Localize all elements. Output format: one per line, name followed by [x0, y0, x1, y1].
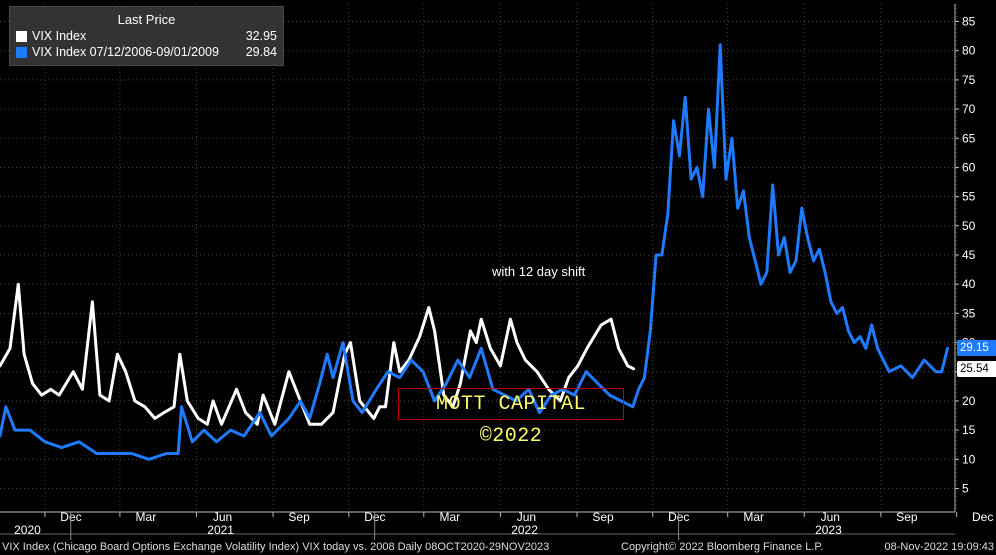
y-tick-label: 20: [962, 394, 976, 408]
footer-copyright: Copyright© 2022 Bloomberg Finance L.P.: [621, 541, 824, 553]
x-tick-label: Jun: [821, 510, 840, 524]
footer-timestamp: 08-Nov-2022 19:09:43: [884, 541, 994, 553]
x-year-label: 2022: [511, 523, 538, 537]
watermark: MOTT CAPITAL ©2022: [398, 388, 624, 448]
x-tick-label: Sep: [592, 510, 614, 524]
y-tick-label: 70: [962, 102, 976, 116]
y-tick-label: 80: [962, 44, 976, 58]
legend-item-vix: VIX Index 32.95: [16, 29, 277, 44]
x-tick-label: Jun: [517, 510, 536, 524]
y-tick-label: 10: [962, 452, 976, 466]
legend-item-vix-2008: VIX Index 07/12/2006-09/01/2009 29.84: [16, 45, 277, 60]
x-tick-label: Jun: [213, 510, 232, 524]
legend-swatch-white: [16, 31, 27, 42]
grid-lines: [0, 4, 958, 512]
footer-description: VIX Index (Chicago Board Options Exchang…: [2, 541, 550, 553]
x-tick-label: Sep: [896, 510, 918, 524]
shift-annotation: with 12 day shift: [492, 264, 586, 279]
y-axis: 510152025303540455055606570758085: [954, 4, 976, 512]
legend-item-name: VIX Index 07/12/2006-09/01/2009: [32, 45, 219, 59]
y-tick-label: 55: [962, 190, 976, 204]
y-tick-label: 40: [962, 277, 976, 291]
legend-item-value: 32.95: [245, 29, 277, 43]
y-tick-label: 85: [962, 15, 976, 29]
y-tick-label: 35: [962, 306, 976, 320]
series-lines: [0, 43, 949, 461]
series-line-vix-2008: [0, 43, 949, 461]
x-tick-label: Dec: [972, 510, 993, 524]
y-tick-label: 15: [962, 423, 976, 437]
x-year-label: 2020: [14, 523, 41, 537]
x-tick-label: Mar: [439, 510, 460, 524]
y-tick-label: 50: [962, 219, 976, 233]
y-tick-label: 75: [962, 73, 976, 87]
legend-item-value: 29.84: [245, 45, 277, 59]
x-tick-label: Sep: [288, 510, 310, 524]
series-line-vix: [0, 282, 636, 426]
y-tick-label: 60: [962, 160, 976, 174]
x-tick-label: Mar: [136, 510, 157, 524]
x-year-label: 2021: [207, 523, 234, 537]
last-price-tag-white: 25.54: [957, 360, 996, 377]
x-year-label: 2023: [815, 523, 842, 537]
legend-item-name: VIX Index: [32, 29, 87, 43]
y-tick-label: 5: [962, 481, 969, 495]
y-tick-label: 45: [962, 248, 976, 262]
legend-title: Last Price: [117, 12, 176, 27]
footer: VIX Index (Chicago Board Options Exchang…: [0, 540, 996, 555]
x-axis: Dec Mar Jun Sep Dec Mar Jun Sep Dec Mar Jun Sep Dec2…: [0, 510, 993, 540]
legend: Last Price VIX Index 32.95 VIX Index 07/…: [9, 6, 284, 66]
legend-swatch-blue: [16, 47, 27, 58]
last-price-tag-blue: 29.15: [957, 339, 996, 356]
y-tick-label: 65: [962, 131, 976, 145]
x-tick-label: Mar: [743, 510, 764, 524]
